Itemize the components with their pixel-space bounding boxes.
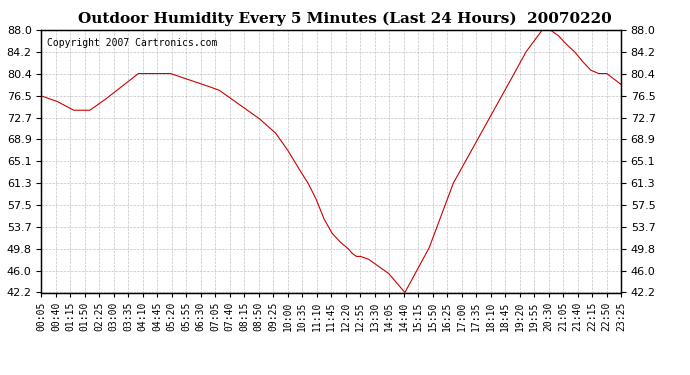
Text: Copyright 2007 Cartronics.com: Copyright 2007 Cartronics.com (47, 38, 217, 48)
Text: Outdoor Humidity Every 5 Minutes (Last 24 Hours)  20070220: Outdoor Humidity Every 5 Minutes (Last 2… (78, 11, 612, 26)
